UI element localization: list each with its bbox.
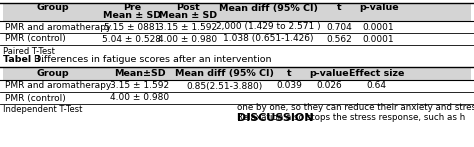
Bar — [3, 3, 471, 21]
Text: Differences in fatigue scores after an intervention: Differences in fatigue scores after an i… — [31, 55, 272, 64]
Text: 3.15 ± 1.592: 3.15 ± 1.592 — [110, 81, 169, 91]
Text: 5.04 ± 0.528: 5.04 ± 0.528 — [102, 35, 161, 44]
Text: PMR and aromatherapy: PMR and aromatherapy — [5, 81, 111, 91]
Text: p-value: p-value — [359, 4, 398, 12]
Text: Mean diff (95% CI): Mean diff (95% CI) — [174, 69, 273, 78]
Text: 0.64: 0.64 — [366, 81, 386, 91]
Text: 0.039: 0.039 — [277, 81, 302, 91]
Text: 0.85(2.51-3.880): 0.85(2.51-3.880) — [186, 81, 262, 91]
Text: Independent T-Test: Independent T-Test — [3, 106, 82, 115]
Text: 3.15 ± 1.592: 3.15 ± 1.592 — [158, 22, 218, 31]
Text: t: t — [337, 4, 341, 12]
Text: Relaxation also stops the stress response, such as h: Relaxation also stops the stress respons… — [237, 113, 465, 122]
Text: Group: Group — [37, 4, 70, 12]
Text: Mean diff (95% CI): Mean diff (95% CI) — [219, 4, 318, 12]
Text: 0.0001: 0.0001 — [363, 35, 394, 44]
Text: p-value: p-value — [310, 69, 349, 78]
Text: Effect size: Effect size — [348, 69, 404, 78]
Text: 4.00 ± 0.980: 4.00 ± 0.980 — [158, 35, 218, 44]
Text: 2,000 (1.429 to 2.571 ): 2,000 (1.429 to 2.571 ) — [216, 22, 321, 31]
Bar — [3, 67, 471, 80]
Text: Post: Post — [176, 4, 200, 12]
Text: DISCUSSION: DISCUSSION — [237, 113, 313, 123]
Text: PMR (control): PMR (control) — [5, 35, 66, 44]
Text: one by one, so they can reduce their anxiety and stres: one by one, so they can reduce their anx… — [237, 103, 474, 112]
Text: 5.15 ± 0881: 5.15 ± 0881 — [103, 22, 160, 31]
Text: 4.00 ± 0.980: 4.00 ± 0.980 — [110, 93, 169, 102]
Text: Group: Group — [37, 69, 70, 78]
Text: Mean ± SD: Mean ± SD — [103, 11, 161, 20]
Text: 0.562: 0.562 — [326, 35, 352, 44]
Text: Paired T-Test: Paired T-Test — [3, 46, 55, 56]
Text: Pre: Pre — [123, 4, 141, 12]
Text: Tabel 3.: Tabel 3. — [3, 55, 45, 64]
Text: PMR (control): PMR (control) — [5, 93, 66, 102]
Text: 0.0001: 0.0001 — [363, 22, 394, 31]
Text: t: t — [287, 69, 292, 78]
Text: PMR and aromatherapy: PMR and aromatherapy — [5, 22, 111, 31]
Text: 0.704: 0.704 — [326, 22, 352, 31]
Text: 1.038 (0.651-1.426): 1.038 (0.651-1.426) — [223, 35, 314, 44]
Text: Mean ± SD: Mean ± SD — [159, 11, 217, 20]
Text: 0.026: 0.026 — [317, 81, 342, 91]
Text: Mean±SD: Mean±SD — [114, 69, 166, 78]
